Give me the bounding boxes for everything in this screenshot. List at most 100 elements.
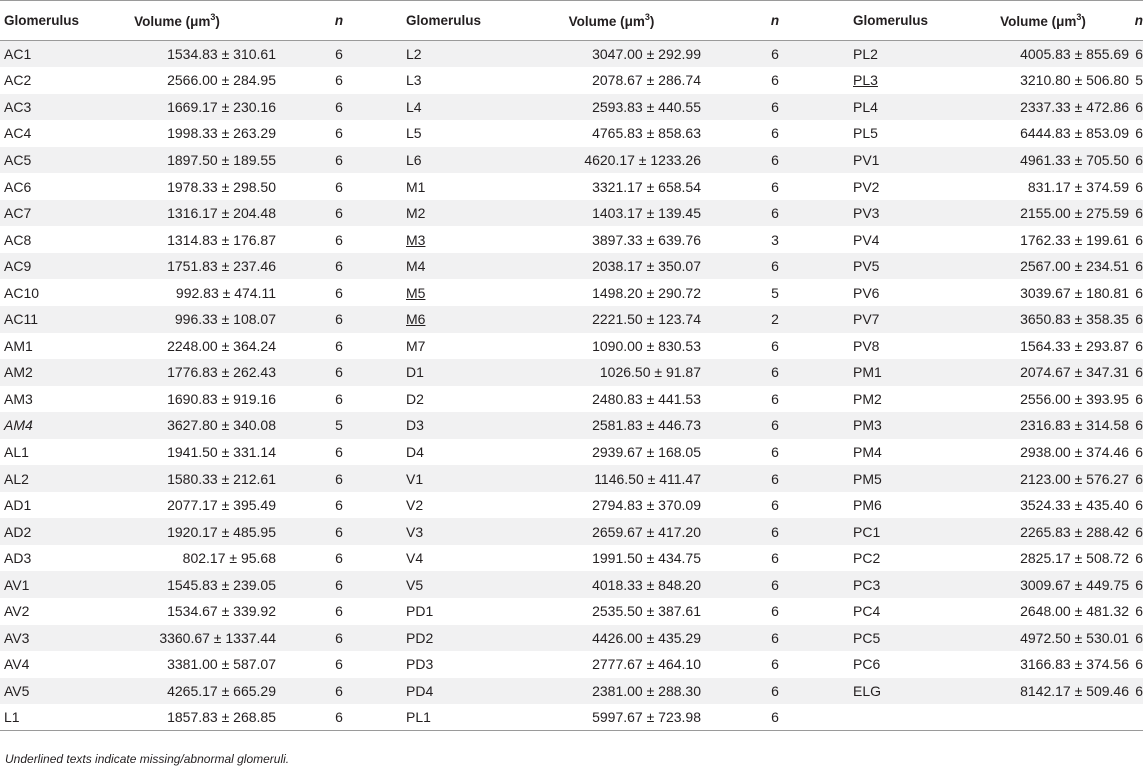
n-cell: 6: [335, 576, 343, 593]
glomerulus-name: AC7: [4, 205, 32, 222]
glomerulus-cell: AC7: [0, 200, 78, 227]
glomerulus-name: PV8: [853, 337, 880, 354]
glomerulus-name: D2: [406, 390, 424, 407]
glomerulus-name: PV4: [853, 231, 880, 248]
glomerulus-cell: AM3: [0, 386, 78, 413]
glomerulus-cell: AC8: [0, 226, 78, 253]
glomerulus-cell: AD3: [0, 545, 78, 572]
n-cell: 6: [335, 337, 343, 354]
glomerulus-name: M7: [406, 337, 426, 354]
glomerulus-cell: AC10: [0, 279, 78, 306]
glomerulus-cell: AC11: [0, 306, 78, 333]
volume-cell: 4620.17 ± 1233.26: [584, 151, 701, 168]
n-cell: 6: [771, 98, 779, 115]
glomerulus-name: AC2: [4, 72, 32, 89]
volume-cell: 3897.33 ± 639.76: [592, 231, 701, 248]
n-cell: 6: [771, 46, 779, 63]
volume-cell: 1941.50 ± 331.14: [167, 443, 276, 460]
glomerulus-cell: PV3: [849, 200, 957, 227]
n-cell: 6: [335, 550, 343, 567]
glomerulus-cell: M3: [402, 226, 522, 253]
volume-cell: 1751.83 ± 237.46: [167, 258, 276, 275]
glomerulus-cell: PL4: [849, 94, 957, 121]
volume-cell: 2381.00 ± 288.30: [592, 682, 701, 699]
glomerulus-cell: PD2: [402, 625, 522, 652]
glomerulus-name: V5: [406, 576, 424, 593]
glomerulus-cell: PC3: [849, 571, 957, 598]
table-row: AC3 1669.17 ± 230.16 6 L4 2593.83 ± 440.55 6 P…: [0, 93, 1143, 121]
n-cell: 2: [771, 311, 779, 328]
table-row: AV1 1545.83 ± 239.05 6 V5 4018.33 ± 848.20 6 P…: [0, 571, 1143, 598]
volume-cell: 2777.67 ± 464.10: [592, 656, 701, 673]
glomerulus-name: AD3: [4, 550, 32, 567]
glomerulus-name: L2: [406, 46, 422, 63]
volume-cell: 2938.00 ± 374.46: [1020, 443, 1129, 460]
glomerulus-name: AD1: [4, 497, 32, 514]
glomerulus-name: PM3: [853, 417, 882, 434]
glomerulus-cell: PC2: [849, 545, 957, 572]
volume-cell: 1026.50 ± 91.87: [599, 364, 701, 381]
n-cell: 6: [335, 178, 343, 195]
n-cell: 6: [335, 72, 343, 89]
glomerulus-cell: V1: [402, 465, 522, 492]
n-cell: 6: [335, 98, 343, 115]
glomerulus-cell: AV4: [0, 651, 78, 678]
volume-cell: 1580.33 ± 212.61: [167, 470, 276, 487]
glomerulus-name: L1: [4, 709, 20, 726]
glomerulus-cell: AD1: [0, 492, 78, 519]
glomerulus-cell: PL1: [402, 704, 522, 732]
glomerulus-name: M2: [406, 205, 426, 222]
glomerulus-name: AV5: [4, 682, 30, 699]
glomerulus-name: AC3: [4, 98, 32, 115]
table-row: AC10 992.83 ± 474.11 6 M5 1498.20 ± 290.72 5 P…: [0, 279, 1143, 306]
n-cell: 6: [335, 470, 343, 487]
glomerulus-cell: D1: [402, 359, 522, 386]
volume-cell: 5997.67 ± 723.98: [522, 704, 701, 732]
glomerulus-cell: AC6: [0, 173, 78, 200]
glomerulus-cell: PC4: [849, 598, 957, 625]
volume-cell: 4961.33 ± 705.50: [1020, 151, 1129, 168]
n-cell: 6: [1135, 205, 1143, 222]
glomerulus-name: D3: [406, 417, 424, 434]
volume-cell: 4265.17 ± 665.29: [167, 682, 276, 699]
glomerulus-name: AV1: [4, 576, 30, 593]
volume-cell: 3039.67 ± 180.81: [1020, 284, 1129, 301]
volume-cell: 2593.83 ± 440.55: [592, 98, 701, 115]
n-cell: 6: [771, 178, 779, 195]
table-row: AM1 2248.00 ± 364.24 6 M7 1090.00 ± 830.53 6 P…: [0, 333, 1143, 360]
volume-cell: 2265.83 ± 288.42: [1020, 523, 1129, 540]
glomerulus-name: AC11: [4, 311, 38, 328]
glomerulus-cell: AM2: [0, 359, 78, 386]
n-cell: 6: [771, 337, 779, 354]
volume-cell: 2480.83 ± 441.53: [592, 390, 701, 407]
volume-cell: 2316.83 ± 314.58: [1020, 417, 1129, 434]
glomerulus-name: AC6: [4, 178, 32, 195]
glomerulus-name: PM6: [853, 497, 882, 514]
table-row: AC11 996.33 ± 108.07 6 M6 2221.50 ± 123.74 2 P…: [0, 305, 1143, 333]
n-cell: 6: [1135, 576, 1143, 593]
n-cell: 6: [771, 205, 779, 222]
glomerulus-name: AM2: [4, 364, 33, 381]
glomerulus-name: PD1: [406, 603, 434, 620]
n-cell: 6: [1135, 284, 1143, 301]
volume-cell: 1897.50 ± 189.55: [167, 151, 276, 168]
glomerulus-name: PL5: [853, 125, 878, 142]
volume-cell: 2248.00 ± 364.24: [167, 337, 276, 354]
header-volume-sup: 3: [644, 12, 650, 22]
n-cell: 6: [335, 125, 343, 142]
volume-cell: 1498.20 ± 290.72: [592, 284, 701, 301]
header-volume-close: ): [1081, 14, 1086, 29]
glomerulus-name: PL3: [853, 72, 878, 89]
volume-cell: 2155.00 ± 275.59: [1020, 205, 1129, 222]
header-volume-sup: 3: [1076, 12, 1082, 22]
n-cell: 6: [771, 523, 779, 540]
n-cell: 6: [335, 46, 343, 63]
n-cell: 6: [771, 656, 779, 673]
glomerulus-cell: L4: [402, 94, 522, 121]
glomerulus-name: PV1: [853, 151, 880, 168]
volume-cell: 4018.33 ± 848.20: [592, 576, 701, 593]
volume-cell: 3627.80 ± 340.08: [167, 417, 276, 434]
glomerulus-cell: PV8: [849, 333, 957, 360]
volume-cell: 3210.80 ± 506.80: [1020, 72, 1129, 89]
glomerulus-name: PC5: [853, 629, 881, 646]
